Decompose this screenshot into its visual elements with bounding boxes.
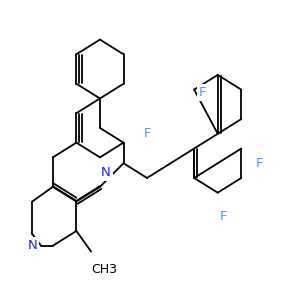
- Text: F: F: [199, 86, 207, 99]
- Text: CH3: CH3: [91, 263, 117, 276]
- Text: F: F: [220, 210, 227, 223]
- Text: F: F: [256, 157, 263, 170]
- Text: F: F: [144, 127, 152, 140]
- Text: N: N: [101, 166, 111, 178]
- Text: N: N: [27, 239, 37, 252]
